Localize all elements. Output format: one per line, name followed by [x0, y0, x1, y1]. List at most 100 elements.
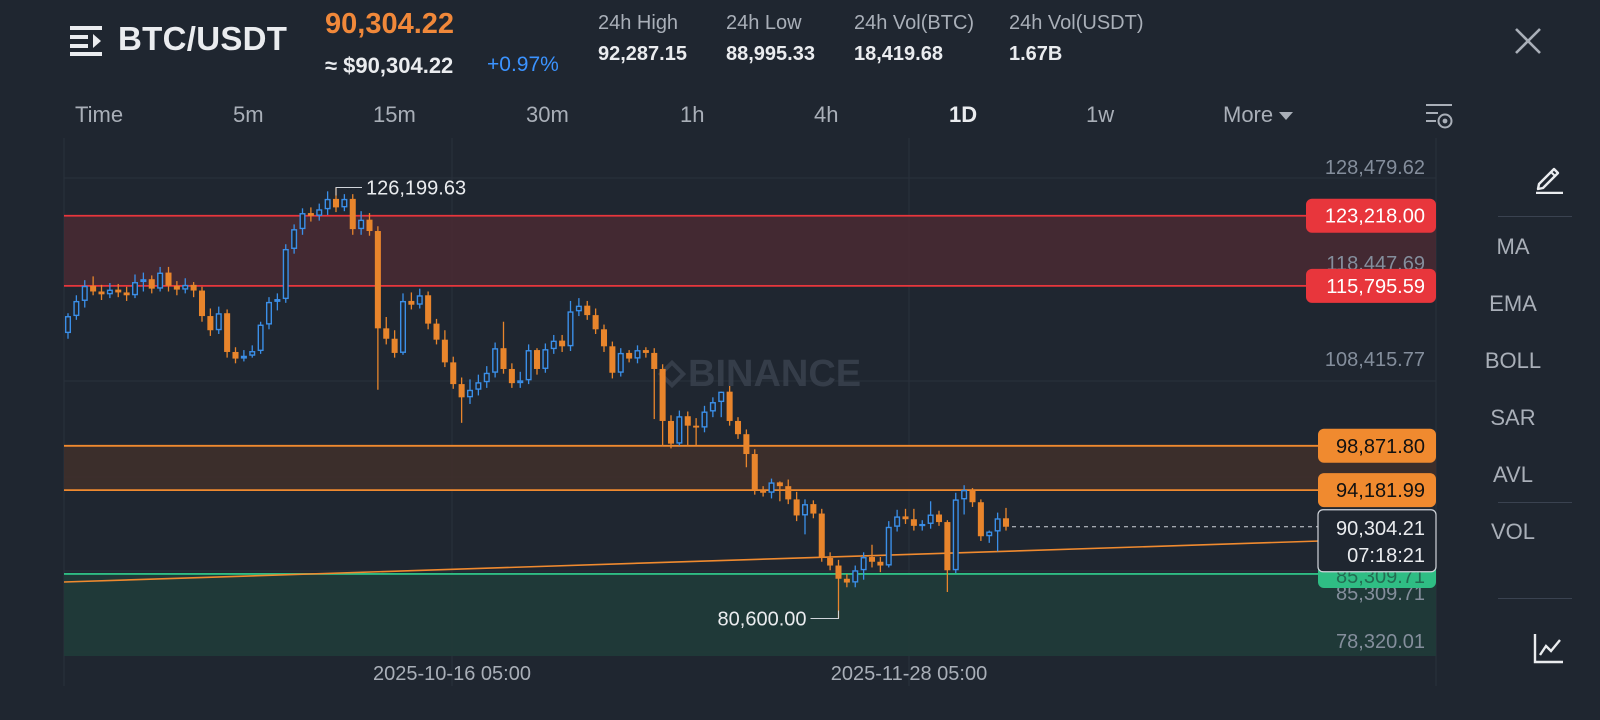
support-zone-green	[64, 573, 1436, 656]
level-badge	[1306, 198, 1436, 233]
stat-label: 24h Vol(BTC)	[854, 12, 975, 34]
x-tick-label: 2025-10-16 05:00	[373, 663, 531, 685]
tab-5m[interactable]: 5m	[233, 102, 264, 127]
candle-body	[475, 382, 482, 390]
stat-label: 24h Low	[726, 12, 802, 34]
candle	[466, 379, 474, 404]
menu-icon[interactable]	[70, 24, 104, 56]
tab-1d[interactable]: 1D	[949, 102, 978, 127]
candle-body	[492, 348, 499, 373]
candle	[734, 417, 742, 439]
candle	[73, 295, 80, 320]
stat-label: 24h High	[598, 12, 679, 34]
level-badge-label: 115,795.59	[1326, 276, 1425, 298]
candle	[115, 283, 122, 298]
resistance-zone-red	[64, 215, 1436, 286]
candle-body	[425, 295, 432, 324]
divider	[1498, 502, 1572, 503]
chart-settings-icon[interactable]	[1424, 100, 1454, 132]
candle	[801, 499, 809, 535]
candle	[718, 391, 725, 418]
candlestick-chart[interactable]: BINANCE 126,199.63 80,600.00 128,479.62 11…	[0, 138, 1470, 700]
tab-more-label: More	[1223, 102, 1274, 127]
candle	[877, 557, 884, 573]
candle	[106, 282, 113, 299]
line-chart-icon[interactable]	[1533, 632, 1565, 664]
candle-body	[600, 329, 608, 347]
tab-1w[interactable]: 1w	[1086, 102, 1115, 127]
candle-body	[198, 290, 206, 317]
candle-body	[157, 272, 164, 289]
tab-more[interactable]: More	[1223, 102, 1294, 128]
candle	[919, 520, 926, 531]
level-labels: 123,218.00115,795.5998,871.8094,181.9985…	[1306, 198, 1436, 588]
candle	[131, 274, 139, 299]
candle	[667, 415, 675, 449]
candle-body	[257, 324, 264, 352]
candle-body	[776, 482, 783, 487]
candle-body	[341, 198, 348, 208]
close-icon[interactable]	[1513, 26, 1543, 56]
watermark: BINANCE	[688, 353, 861, 395]
candle	[810, 500, 817, 519]
chevron-down-icon	[1279, 112, 1294, 121]
candle-body	[265, 301, 273, 325]
candle-body	[885, 526, 892, 566]
candle-body	[207, 316, 214, 331]
candle-body	[550, 340, 557, 350]
indicator-ma[interactable]: MA	[1496, 234, 1530, 259]
candle	[249, 345, 256, 358]
current-price: 90,304.21 07:18:21	[1012, 509, 1437, 573]
indicator-boll[interactable]: BOLL	[1484, 348, 1542, 373]
candle	[182, 278, 189, 294]
stat-24h-high: 24h High 92,287.15	[598, 12, 687, 66]
indicator-sar[interactable]: SAR	[1490, 405, 1536, 430]
candle-body	[709, 402, 716, 412]
candle-body	[952, 499, 959, 571]
indicator-avl[interactable]: AVL	[1493, 462, 1533, 487]
candle-body	[140, 279, 147, 283]
indicator-ema[interactable]: EMA	[1489, 291, 1537, 316]
candle-body	[483, 372, 490, 383]
candle	[676, 410, 683, 446]
annotation-leader	[335, 187, 362, 196]
timeframe-tabs: Time 5m 15m 30m 1h 4h 1D 1w More	[0, 98, 1600, 134]
candle-body	[868, 557, 876, 562]
candle-body	[374, 231, 381, 329]
candle-body	[399, 300, 407, 353]
candle	[475, 374, 482, 396]
candle-body	[751, 454, 758, 490]
candle	[961, 485, 968, 515]
level-badge-label: 98,871.80	[1336, 436, 1425, 458]
candle	[609, 341, 616, 379]
pen-icon[interactable]	[1533, 162, 1565, 194]
stat-value: 1.67B	[1009, 43, 1063, 65]
candle-body	[517, 380, 524, 384]
y-tick-label: 78,320.01	[1336, 631, 1425, 653]
tab-4h[interactable]: 4h	[814, 102, 839, 127]
candle-body	[785, 486, 792, 500]
candle-body	[81, 285, 88, 301]
tab-15m[interactable]: 15m	[373, 102, 416, 127]
candle	[299, 208, 306, 235]
tab-time[interactable]: Time	[75, 102, 124, 127]
tab-1h[interactable]: 1h	[680, 102, 705, 127]
x-axis: 2025-10-16 05:00 2025-11-28 05:00	[373, 663, 987, 685]
indicator-sidebar: MA EMA BOLL SAR AVL VOL	[1485, 138, 1600, 700]
candle-body	[667, 420, 675, 444]
indicator-vol[interactable]: VOL	[1490, 519, 1536, 544]
candle	[793, 491, 800, 522]
candle	[885, 521, 892, 568]
annotation-leader	[810, 610, 839, 619]
candle-body	[693, 425, 700, 428]
tab-30m[interactable]: 30m	[526, 102, 569, 127]
candle	[282, 244, 289, 303]
current-price-badge	[1317, 509, 1437, 573]
candle-body	[977, 502, 984, 537]
candle	[408, 292, 415, 310]
candle-body	[919, 523, 926, 527]
candle	[927, 501, 934, 529]
pair-title[interactable]: BTC/USDT	[118, 20, 288, 57]
countdown-label: 07:18:21	[1347, 545, 1425, 567]
candle-body	[416, 295, 423, 305]
